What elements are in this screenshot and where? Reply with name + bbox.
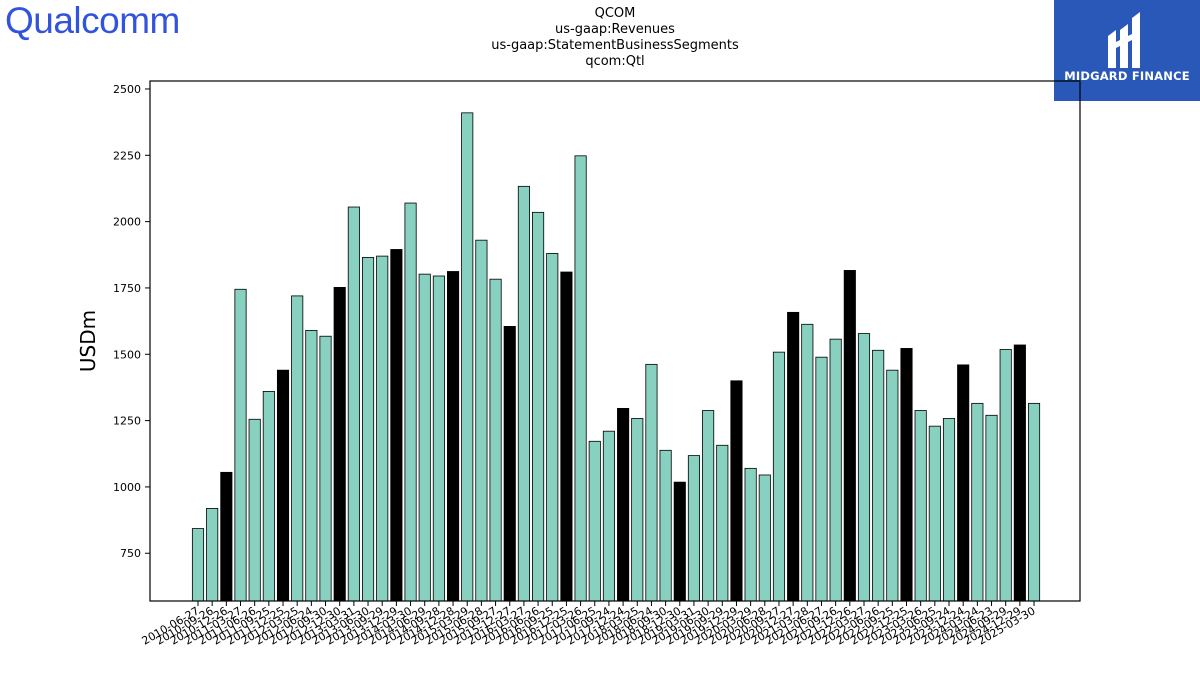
bar-2023-06-25 [928, 425, 941, 602]
bar-2021-12-26 [843, 270, 856, 602]
plot-frame [149, 80, 1081, 602]
bar-2020-03-29 [744, 467, 757, 602]
bar-2023-09-24 [942, 418, 956, 602]
bar-2024-03-24 [971, 402, 984, 602]
bar-2019-09-29 [716, 444, 729, 602]
bar-2010-12-26 [220, 471, 233, 602]
bar-2018-06-24 [645, 363, 658, 602]
bar-2012-03-25 [291, 295, 304, 602]
bar-2017-12-24 [617, 407, 630, 602]
bar-2014-09-28 [432, 275, 445, 602]
bar-2015-12-27 [503, 326, 516, 602]
bar-2019-12-29 [730, 380, 743, 602]
chart-title: QCOM us-gaap:Revenues us-gaap:StatementB… [415, 6, 815, 70]
bar-2015-03-29 [461, 112, 474, 602]
y-tick-label: 1500 [113, 348, 141, 361]
y-tick-label: 750 [120, 547, 141, 560]
bar-2025-03-30 [1027, 402, 1041, 602]
bar-2013-03-31 [347, 206, 360, 602]
y-tick-label: 2500 [113, 83, 141, 96]
bar-2024-06-23 [985, 414, 998, 602]
bar-2021-06-27 [815, 356, 828, 602]
bar-2020-09-27 [772, 351, 786, 602]
bar-2013-06-30 [361, 257, 375, 602]
bar-2019-03-31 [687, 455, 700, 602]
bar-2014-12-28 [447, 271, 460, 602]
bar-2023-12-24 [957, 364, 970, 602]
bars-layer [191, 112, 1041, 602]
bar-2011-09-25 [262, 391, 275, 602]
bar-2017-06-25 [588, 440, 601, 602]
bar-2021-03-28 [801, 323, 814, 602]
bar-2018-03-25 [631, 418, 644, 602]
bar-2012-12-30 [333, 287, 346, 602]
chart-title-line-4: qcom:Qtl [585, 54, 645, 69]
y-tick-label: 2000 [113, 216, 141, 229]
x-axis: 2010-06-272010-09-262010-12-262011-03-27… [140, 601, 1038, 648]
bar-2011-06-26 [248, 418, 261, 602]
bar-2013-12-29 [390, 249, 403, 602]
bar-2021-09-26 [829, 338, 842, 602]
chart-title-line-1: QCOM [594, 6, 636, 21]
bar-2024-09-29 [999, 349, 1012, 602]
bar-2022-06-26 [872, 349, 885, 602]
bar-2010-06-27 [191, 528, 205, 602]
bar-2022-09-25 [886, 369, 899, 602]
y-tick-label: 1250 [113, 415, 141, 428]
bar-2011-03-27 [234, 288, 247, 602]
bar-2022-03-27 [857, 333, 871, 602]
bar-2013-09-29 [376, 255, 389, 602]
bar-2024-12-29 [1013, 344, 1026, 602]
bar-2010-09-26 [206, 508, 219, 602]
chart-title-line-3: us-gaap:StatementBusinessSegments [491, 38, 739, 53]
bar-2023-03-26 [914, 410, 927, 602]
badge-name: MIDGARD FINANCE [1064, 69, 1190, 83]
bar-2016-06-26 [532, 211, 545, 602]
qualcomm-logo: Qualcomm [5, 0, 180, 41]
midgard-logo-icon [1108, 12, 1140, 68]
midgard-finance-badge: MIDGARD FINANCE [1054, 0, 1200, 101]
y-axis-label: USDm [76, 310, 100, 372]
bar-2012-09-30 [319, 335, 332, 602]
bar-2015-06-28 [475, 239, 488, 602]
bar-2018-09-30 [659, 449, 672, 602]
bar-2016-12-25 [560, 271, 573, 602]
y-axis: 750 1000 1250 1500 1750 2000 2250 2500 [113, 83, 150, 560]
y-tick-label: 1000 [113, 481, 141, 494]
bar-2015-09-27 [489, 278, 502, 602]
bar-2016-09-25 [546, 253, 559, 602]
bar-2019-06-30 [702, 410, 715, 602]
bar-2016-03-27 [517, 185, 530, 602]
bar-2017-03-26 [574, 155, 587, 602]
y-tick-label: 1750 [113, 282, 141, 295]
y-tick-label: 2250 [113, 149, 141, 162]
bar-2014-03-30 [404, 202, 417, 602]
bar-2022-12-25 [900, 348, 913, 602]
bar-2020-12-27 [787, 311, 800, 602]
bar-2017-09-24 [602, 430, 615, 602]
bar-2018-12-30 [673, 481, 686, 602]
bar-2012-06-24 [305, 329, 318, 602]
bar-2011-12-25 [276, 369, 290, 602]
bar-2020-06-28 [758, 474, 771, 602]
bar-2014-06-29 [418, 273, 431, 602]
chart-title-line-2: us-gaap:Revenues [555, 22, 675, 37]
